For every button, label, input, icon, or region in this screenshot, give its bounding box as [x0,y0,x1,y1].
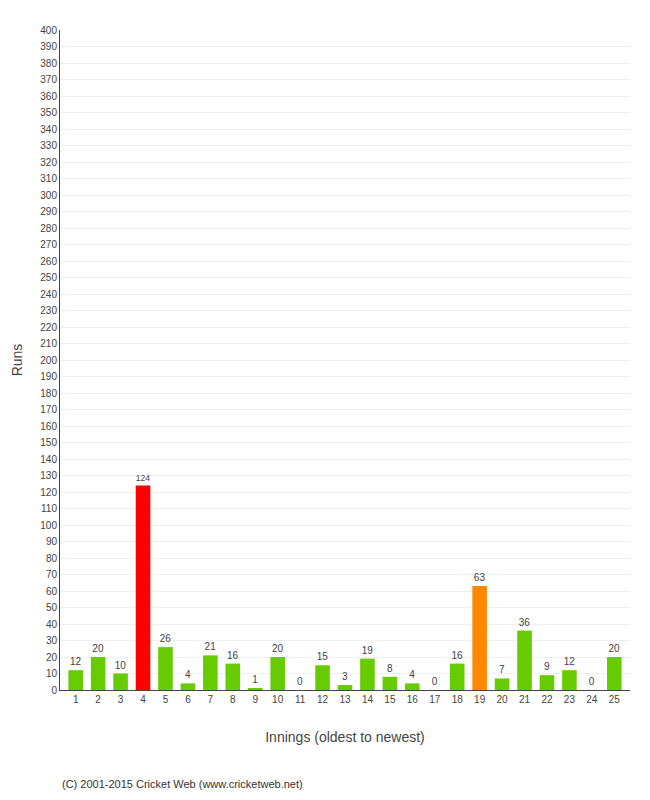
svg-text:0: 0 [589,676,595,687]
svg-text:Innings (oldest to newest): Innings (oldest to newest) [265,729,425,745]
svg-text:18: 18 [452,694,464,705]
svg-text:23: 23 [564,694,576,705]
svg-text:22: 22 [541,694,553,705]
svg-text:270: 270 [40,239,57,250]
svg-text:280: 280 [40,223,57,234]
svg-text:330: 330 [40,140,57,151]
svg-text:370: 370 [40,74,57,85]
svg-text:10: 10 [272,694,284,705]
svg-text:24: 24 [586,694,598,705]
svg-text:20: 20 [609,643,621,654]
svg-text:9: 9 [544,661,550,672]
svg-text:260: 260 [40,256,57,267]
svg-text:11: 11 [295,694,306,705]
svg-text:12: 12 [564,656,576,667]
svg-text:12: 12 [70,656,82,667]
svg-text:390: 390 [40,41,57,52]
svg-text:10: 10 [46,668,58,679]
svg-text:26: 26 [160,633,172,644]
svg-text:250: 250 [40,272,57,283]
svg-text:360: 360 [40,91,57,102]
svg-text:4: 4 [409,669,415,680]
svg-text:20: 20 [497,694,509,705]
svg-text:16: 16 [451,650,463,661]
svg-text:10: 10 [115,660,127,671]
svg-text:150: 150 [40,437,57,448]
svg-text:15: 15 [317,651,329,662]
svg-text:4: 4 [140,694,146,705]
svg-text:63: 63 [474,572,486,583]
svg-text:180: 180 [40,388,57,399]
svg-text:290: 290 [40,206,57,217]
svg-text:70: 70 [46,569,58,580]
svg-text:170: 170 [40,404,57,415]
svg-text:160: 160 [40,421,57,432]
svg-text:220: 220 [40,322,57,333]
svg-text:100: 100 [40,520,57,531]
svg-text:240: 240 [40,289,57,300]
svg-text:140: 140 [40,454,57,465]
svg-text:340: 340 [40,124,57,135]
svg-text:320: 320 [40,157,57,168]
svg-text:8: 8 [387,663,393,674]
svg-text:400: 400 [40,25,57,36]
svg-text:310: 310 [40,173,57,184]
svg-text:110: 110 [41,503,57,514]
svg-text:90: 90 [46,536,58,547]
svg-text:15: 15 [384,694,396,705]
svg-text:124: 124 [136,473,150,483]
svg-text:16: 16 [227,650,239,661]
svg-text:8: 8 [230,694,236,705]
svg-text:20: 20 [46,652,58,663]
svg-text:40: 40 [46,619,58,630]
svg-text:210: 210 [40,338,57,349]
svg-text:230: 230 [40,305,57,316]
svg-text:130: 130 [40,470,57,481]
svg-text:25: 25 [609,694,621,705]
svg-text:16: 16 [407,694,419,705]
svg-text:0: 0 [297,676,303,687]
svg-text:12: 12 [317,694,329,705]
svg-text:2: 2 [95,694,101,705]
svg-text:5: 5 [163,694,169,705]
svg-text:3: 3 [118,694,124,705]
svg-text:14: 14 [362,694,374,705]
svg-text:0: 0 [51,685,57,696]
svg-text:190: 190 [40,371,57,382]
svg-text:200: 200 [40,355,57,366]
svg-text:350: 350 [40,107,57,118]
svg-text:120: 120 [40,487,57,498]
svg-text:19: 19 [362,645,374,656]
svg-text:30: 30 [46,635,58,646]
svg-text:7: 7 [208,694,214,705]
svg-text:4: 4 [185,669,191,680]
svg-text:7: 7 [499,664,505,675]
svg-text:(C) 2001-2015 Cricket Web (www: (C) 2001-2015 Cricket Web (www.cricketwe… [62,778,303,790]
svg-text:19: 19 [474,694,486,705]
svg-text:50: 50 [46,602,58,613]
svg-text:13: 13 [339,694,351,705]
svg-text:0: 0 [432,676,438,687]
svg-text:300: 300 [40,190,57,201]
svg-text:380: 380 [40,58,57,69]
svg-text:3: 3 [342,671,348,682]
svg-text:20: 20 [92,643,104,654]
svg-text:60: 60 [46,586,58,597]
svg-text:Runs: Runs [9,344,25,377]
svg-text:17: 17 [429,694,441,705]
svg-text:1: 1 [252,674,258,685]
svg-text:36: 36 [519,617,531,628]
svg-text:1: 1 [73,694,79,705]
svg-text:20: 20 [272,643,284,654]
svg-text:9: 9 [252,694,258,705]
svg-text:80: 80 [46,553,58,564]
svg-text:21: 21 [519,694,531,705]
svg-text:21: 21 [205,641,217,652]
svg-text:6: 6 [185,694,191,705]
